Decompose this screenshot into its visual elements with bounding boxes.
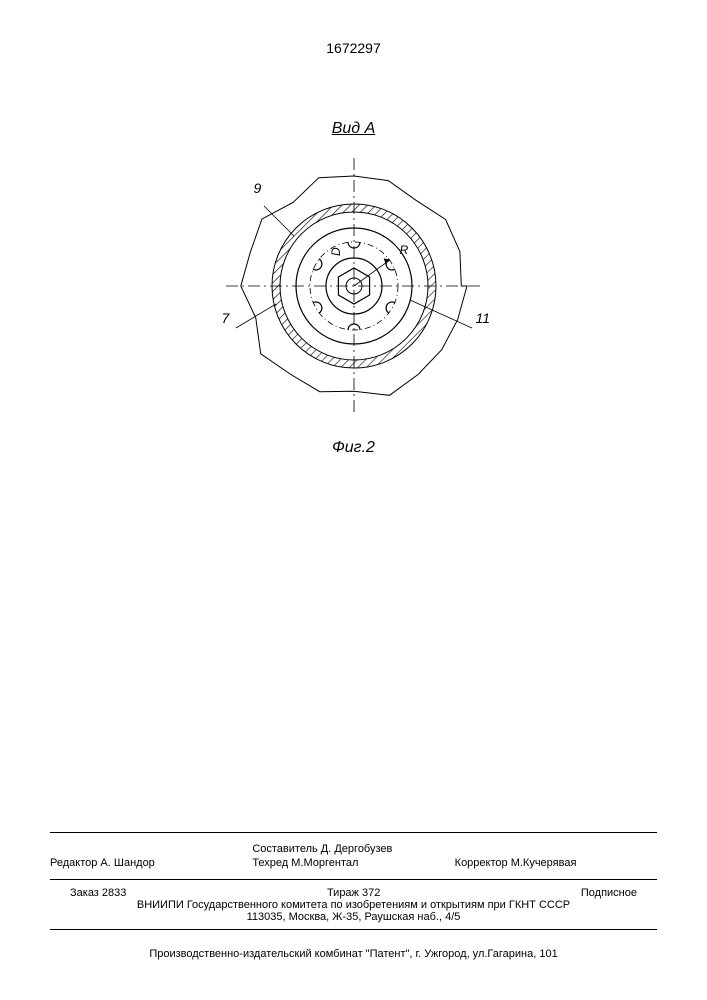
info-block: Заказ 2833 Тираж 372 Подписное ВНИИПИ Го… bbox=[50, 881, 657, 930]
org: ВНИИПИ Государственного комитета по изоб… bbox=[50, 899, 657, 911]
tirage: 372 bbox=[362, 887, 380, 899]
callout-9: 9 bbox=[254, 180, 262, 196]
sub-label: Подписное bbox=[581, 887, 637, 899]
order: 2833 bbox=[102, 887, 126, 899]
callout-7: 7 bbox=[222, 310, 230, 326]
editor-label: Редактор bbox=[50, 857, 97, 869]
page-number: 1672297 bbox=[326, 40, 381, 56]
tirage-label: Тираж bbox=[327, 887, 359, 899]
credits-block: Составитель Д. Дергобузев Редактор А. Ша… bbox=[50, 832, 657, 880]
figure-label: Фиг.2 bbox=[214, 439, 494, 457]
corrector: М.Кучерявая bbox=[511, 857, 577, 869]
diagram: Вид А R D Фиг.2 9 7 11 bbox=[214, 120, 494, 457]
compiler-label: Составитель bbox=[252, 843, 317, 855]
svg-text:D: D bbox=[329, 247, 343, 256]
view-label: Вид А bbox=[214, 120, 494, 138]
techred: М.Моргентал bbox=[291, 857, 358, 869]
address: 113035, Москва, Ж-35, Раушская наб., 4/5 bbox=[50, 911, 657, 923]
publisher: Производственно-издательский комбинат "П… bbox=[50, 948, 657, 960]
compiler: Д. Дергобузев bbox=[321, 843, 393, 855]
editor: А. Шандор bbox=[100, 857, 154, 869]
techred-label: Техред bbox=[252, 857, 288, 869]
corrector-label: Корректор bbox=[455, 857, 508, 869]
callout-11: 11 bbox=[476, 310, 491, 326]
order-label: Заказ bbox=[70, 887, 99, 899]
svg-text:R: R bbox=[399, 243, 408, 257]
